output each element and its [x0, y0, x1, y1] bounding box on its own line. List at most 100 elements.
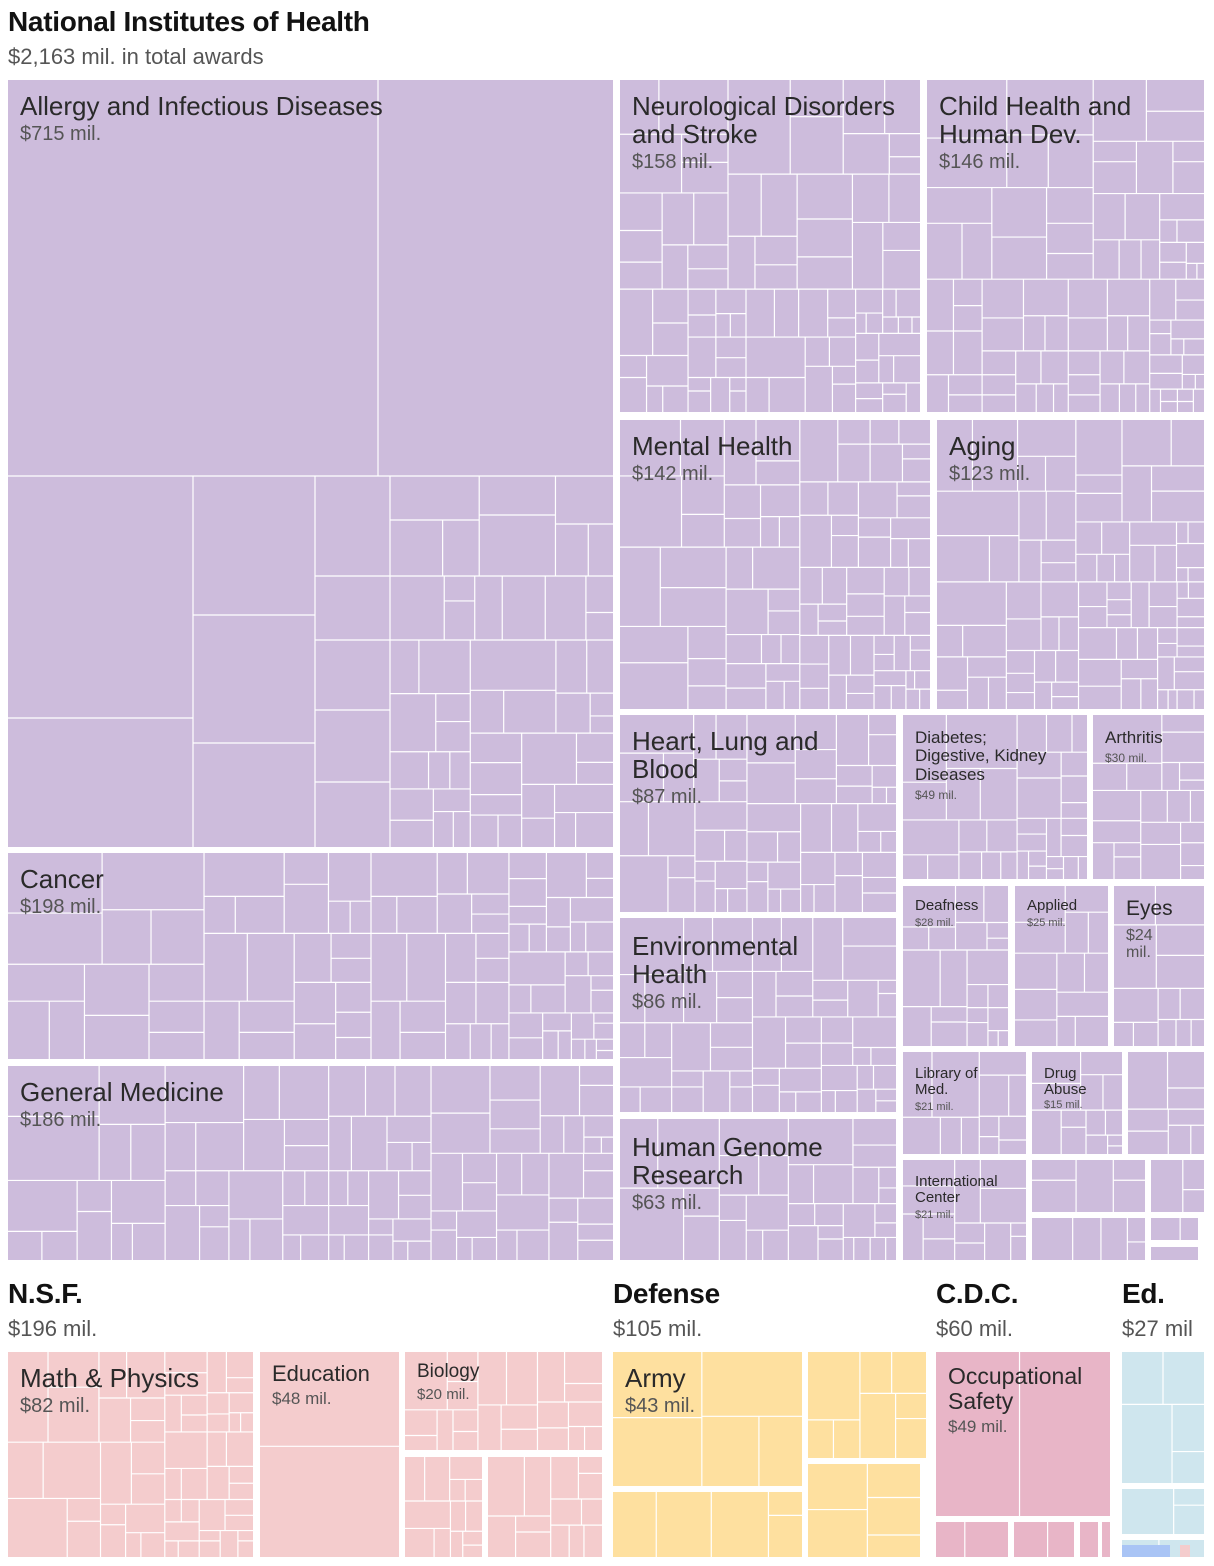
- group-name-line: Med.: [915, 1081, 949, 1099]
- group-label-math-physics: Math & Physics $82 mil.: [20, 1364, 199, 1418]
- group-name-line: Heart, Lung and: [632, 726, 819, 756]
- group-name-line: Allergy and Infectious Diseases: [20, 91, 383, 121]
- group-name-line: Drug: [1044, 1065, 1077, 1082]
- group-label-applied: Applied $25 mil.: [1027, 897, 1078, 930]
- group-name-line: Eyes: [1126, 897, 1173, 920]
- group-amount: $186 mil.: [20, 1109, 102, 1132]
- group-biology: [405, 1352, 602, 1450]
- group-name-line: Diabetes;: [915, 728, 987, 747]
- group-name-line: Cancer: [20, 864, 104, 894]
- group-heart-lung-and-blood: [620, 715, 896, 912]
- group-arthritis: [1093, 715, 1204, 879]
- group-amount: $715 mil.: [20, 123, 102, 146]
- group-name-line: Army: [625, 1363, 686, 1393]
- unlabeled-block: [405, 1457, 482, 1557]
- group-name-line: and Stroke: [632, 119, 758, 150]
- agency-total-national-institutes-of-health: $2,163 mil. in total awards: [8, 44, 264, 69]
- group-name-line: Environmental: [632, 931, 799, 961]
- unlabeled-block: [808, 1464, 920, 1557]
- group-name-line: International: [915, 1173, 998, 1190]
- group-cancer: [8, 853, 613, 1059]
- group-label-international-center: International Center $21 mil.: [915, 1173, 998, 1222]
- unlabeled-block: [1151, 1218, 1198, 1240]
- group-name-line: Blood: [632, 754, 699, 785]
- unlabeled-block: [936, 1522, 1008, 1557]
- group-label-allergy-and-infectious-diseases: Allergy and Infectious Diseases $715 mil.: [20, 92, 383, 146]
- group-occupational-safety: [936, 1352, 1110, 1516]
- group-amount: $28 mil.: [915, 917, 954, 930]
- ed-sub-block: [1122, 1545, 1170, 1557]
- group-name-line: Human Dev.: [939, 119, 1082, 150]
- agency-total-n-s-f: $196 mil.: [8, 1316, 98, 1341]
- group-name-line: Child Health and: [939, 91, 1132, 121]
- group-label-arthritis: Arthritis $30 mil.: [1105, 728, 1163, 766]
- group-name-line: Health: [632, 959, 708, 990]
- group-label-biology: Biology $20 mil.: [417, 1361, 480, 1403]
- group-label-army: Army $43 mil.: [625, 1364, 695, 1418]
- group-name-line: Research: [632, 1160, 744, 1191]
- group-amount: $21 mil.: [915, 1101, 954, 1114]
- group-name-line: Aging: [949, 431, 1016, 461]
- group-name-line: Biology: [417, 1361, 480, 1382]
- ed-sub-block: [1180, 1545, 1190, 1557]
- group-amount: $43 mil.: [625, 1395, 696, 1418]
- group-aging: [937, 420, 1204, 709]
- group-amount: $123 mil.: [949, 463, 1031, 486]
- unlabeled-block: [1102, 1522, 1110, 1557]
- agency-total-c-d-c: $60 mil.: [936, 1316, 1014, 1341]
- group-label-drug-abuse: Drug Abuse $15 mil.: [1044, 1065, 1087, 1112]
- group-name-line: Digestive, Kidney: [915, 746, 1047, 766]
- group-amount: $86 mil.: [632, 991, 703, 1014]
- group-name-line: Library of: [915, 1065, 978, 1082]
- group-label-heart-lung-and-blood: Heart, Lung and Blood $87 mil.: [632, 727, 818, 809]
- group-amount: $48 mil.: [272, 1388, 332, 1408]
- group-label-neurological-disorders-and-stroke: Neurological Disorders and Stroke $158 mil…: [632, 92, 895, 174]
- group-name-line: General Medicine: [20, 1077, 224, 1107]
- agency-title-c-d-c: C.D.C.: [936, 1278, 1019, 1309]
- group-label-environmental-health: Environmental Health $86 mil.: [632, 932, 798, 1014]
- group-amount: $49 mil.: [948, 1416, 1008, 1436]
- group-amount: $198 mil.: [20, 896, 102, 919]
- group-name-line: Neurological Disorders: [632, 91, 895, 121]
- group-human-genome-research: [620, 1119, 896, 1260]
- group-amount: $82 mil.: [20, 1395, 91, 1418]
- group-education: [260, 1352, 399, 1557]
- group-label-human-genome-research: Human Genome Research $63 mil.: [632, 1133, 823, 1215]
- unlabeled-block: [1151, 1160, 1204, 1212]
- group-amount: $158 mil.: [632, 151, 714, 174]
- group-amount: $146 mil.: [939, 151, 1021, 174]
- unlabeled-block: [488, 1457, 602, 1557]
- agency-title-ed: Ed.: [1122, 1278, 1165, 1309]
- group-label-aging: Aging $123 mil.: [949, 432, 1030, 486]
- group-name-line: Human Genome: [632, 1132, 823, 1162]
- group-amount: $49 mil.: [915, 788, 958, 803]
- group-label-cancer: Cancer $198 mil.: [20, 865, 104, 919]
- group-general-medicine: [8, 1066, 613, 1260]
- group-name-line: Abuse: [1044, 1081, 1087, 1099]
- group-library-of-med: [903, 1052, 1026, 1154]
- group-amount: $30 mil.: [1105, 751, 1148, 766]
- agency-total-defense: $105 mil.: [613, 1316, 703, 1341]
- group-amount: $25 mil.: [1027, 917, 1066, 930]
- group-allergy-and-infectious-diseases: [8, 80, 613, 847]
- group-name-line: Deafness: [915, 897, 979, 914]
- group-label-occupational-safety: Occupational Safety $49 mil.: [948, 1364, 1082, 1436]
- unlabeled-block: [1032, 1218, 1145, 1260]
- group-label-eyes: Eyes $24 mil.: [1126, 897, 1173, 961]
- group-name-line: Safety: [948, 1387, 1014, 1414]
- agency-title-defense: Defense: [613, 1278, 720, 1309]
- group-name-line: Diseases: [915, 764, 985, 784]
- group-name-line: Education: [272, 1361, 370, 1386]
- group-math-physics: [8, 1352, 253, 1557]
- group-amount: $21 mil.: [915, 1209, 954, 1222]
- unlabeled-block: [1151, 1247, 1198, 1260]
- group-name-line: Arthritis: [1105, 728, 1163, 747]
- group-label-deafness: Deafness $28 mil.: [915, 897, 979, 930]
- group-mental-health: [620, 420, 930, 709]
- group-army: [613, 1352, 802, 1486]
- unlabeled-block: [1122, 1489, 1204, 1534]
- group-name-line: Math & Physics: [20, 1363, 200, 1393]
- group-name-line: Applied: [1027, 897, 1078, 914]
